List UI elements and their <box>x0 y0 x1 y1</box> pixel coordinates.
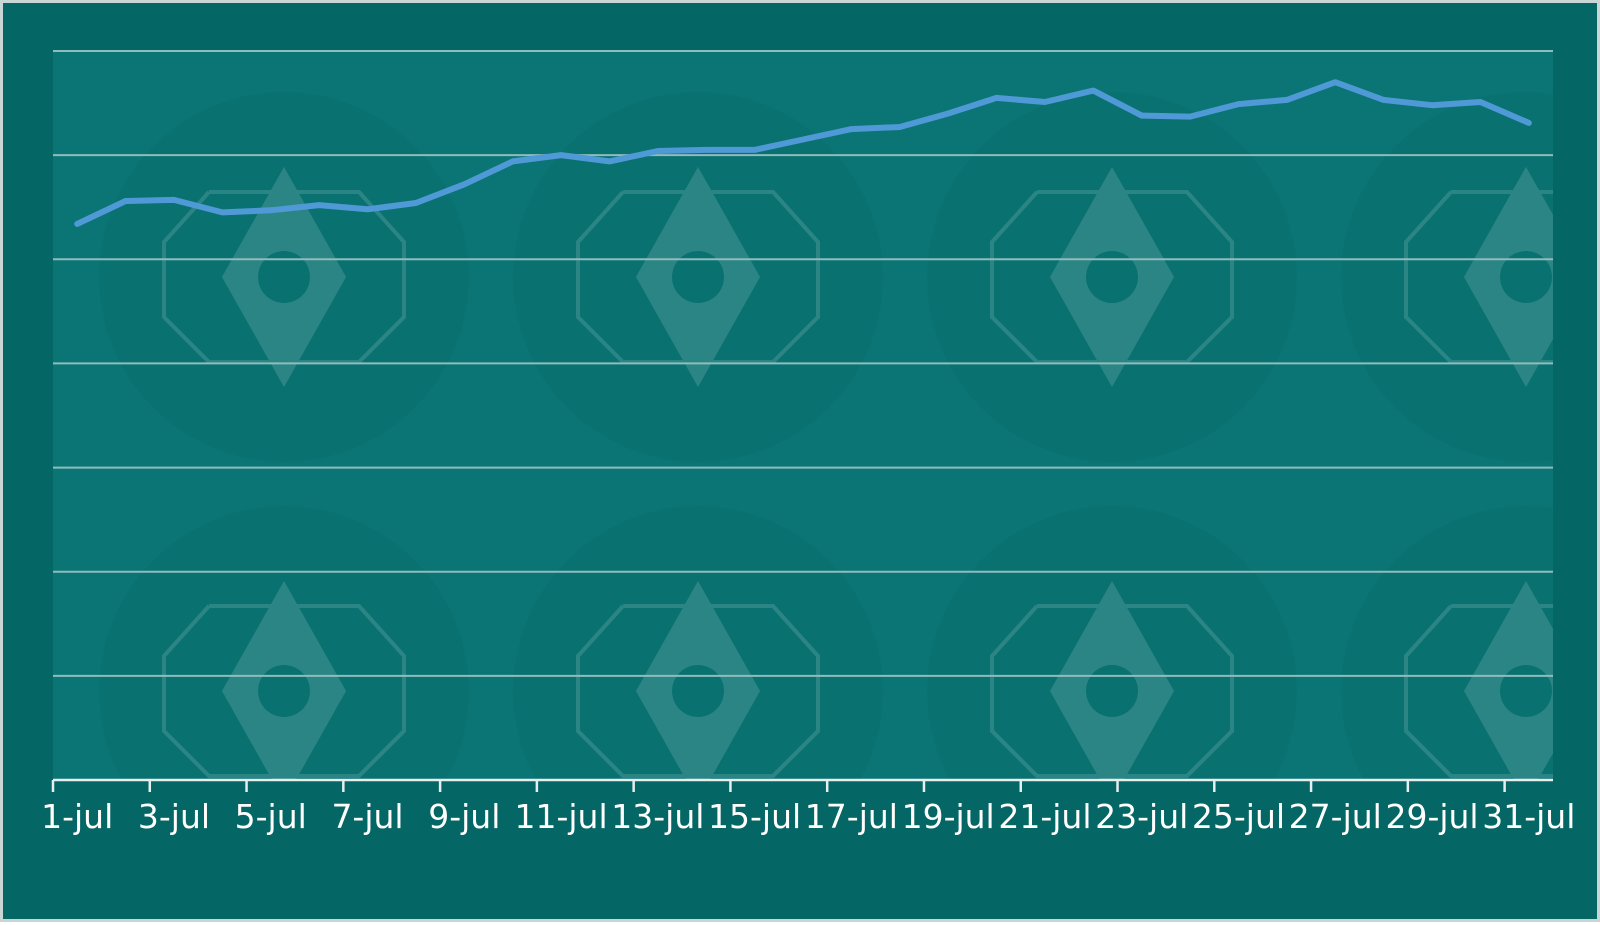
watermark-disc <box>99 506 469 780</box>
watermark-emblem <box>99 92 469 462</box>
watermark-disc <box>99 92 469 462</box>
watermark-emblem <box>1341 92 1553 462</box>
x-tick-label: 3-jul <box>138 797 210 836</box>
x-tick-label: 7-jul <box>331 797 403 836</box>
watermark-disc <box>513 506 883 780</box>
watermark-diamond <box>1050 581 1174 780</box>
watermark-emblem <box>513 506 883 780</box>
watermark-outline <box>990 190 1234 364</box>
watermark-outline <box>576 190 820 364</box>
watermark-hole <box>672 251 724 303</box>
watermark-hole <box>1500 665 1552 717</box>
x-tick-label: 13-jul <box>611 797 704 836</box>
x-tick-label: 27-jul <box>1289 797 1382 836</box>
x-tick-label: 15-jul <box>708 797 801 836</box>
watermark-disc <box>1341 506 1553 780</box>
watermark-diamond <box>222 581 346 780</box>
line-chart: 1-jul 3-jul 5-jul 7-jul 9-jul 11-jul 13-jul 15-… <box>41 50 1575 836</box>
x-tick-label: 17-jul <box>805 797 898 836</box>
watermark-emblem <box>927 506 1297 780</box>
watermark-hole <box>1086 665 1138 717</box>
watermark-disc <box>513 92 883 462</box>
x-tick-label: 31-jul <box>1482 797 1575 836</box>
watermark-outline <box>1404 604 1553 778</box>
watermark-diamond <box>1050 167 1174 387</box>
watermark-emblem <box>927 92 1297 462</box>
watermark-hole <box>1500 251 1552 303</box>
x-tick-label: 19-jul <box>902 797 995 836</box>
watermark-outline <box>162 604 406 778</box>
watermark-hole <box>258 665 310 717</box>
watermark-disc <box>927 92 1297 462</box>
watermark-diamond <box>636 167 760 387</box>
x-tick-label: 29-jul <box>1385 797 1478 836</box>
watermark-hole <box>258 251 310 303</box>
watermark-pattern <box>99 92 1553 780</box>
watermark-diamond <box>636 581 760 780</box>
watermark-diamond <box>222 167 346 387</box>
x-tick-labels: 1-jul 3-jul 5-jul 7-jul 9-jul 11-jul 13-jul 15-… <box>41 797 1575 836</box>
watermark-outline <box>990 604 1234 778</box>
x-tick-label: 9-jul <box>428 797 500 836</box>
series-group <box>74 79 1532 227</box>
x-axis <box>51 778 1553 792</box>
watermark-diamond <box>1464 167 1553 387</box>
x-tick-label: 5-jul <box>235 797 307 836</box>
x-tick-label: 25-jul <box>1192 797 1285 836</box>
series-line <box>74 79 1532 227</box>
x-tick-label: 1-jul <box>41 797 113 836</box>
watermark-emblem <box>1341 506 1553 780</box>
watermark-emblem <box>513 92 883 462</box>
watermark-emblem <box>99 506 469 780</box>
watermark-diamond <box>1464 581 1553 780</box>
x-tick-label: 21-jul <box>998 797 1091 836</box>
watermark-outline <box>576 604 820 778</box>
x-tick-label: 11-jul <box>514 797 607 836</box>
watermark-disc <box>927 506 1297 780</box>
plot-area <box>53 51 1553 780</box>
watermark-disc <box>1341 92 1553 462</box>
watermark-hole <box>672 665 724 717</box>
watermark-hole <box>1086 251 1138 303</box>
watermark-outline <box>1404 190 1553 364</box>
gridlines <box>53 50 1553 677</box>
x-tick-label: 23-jul <box>1095 797 1188 836</box>
